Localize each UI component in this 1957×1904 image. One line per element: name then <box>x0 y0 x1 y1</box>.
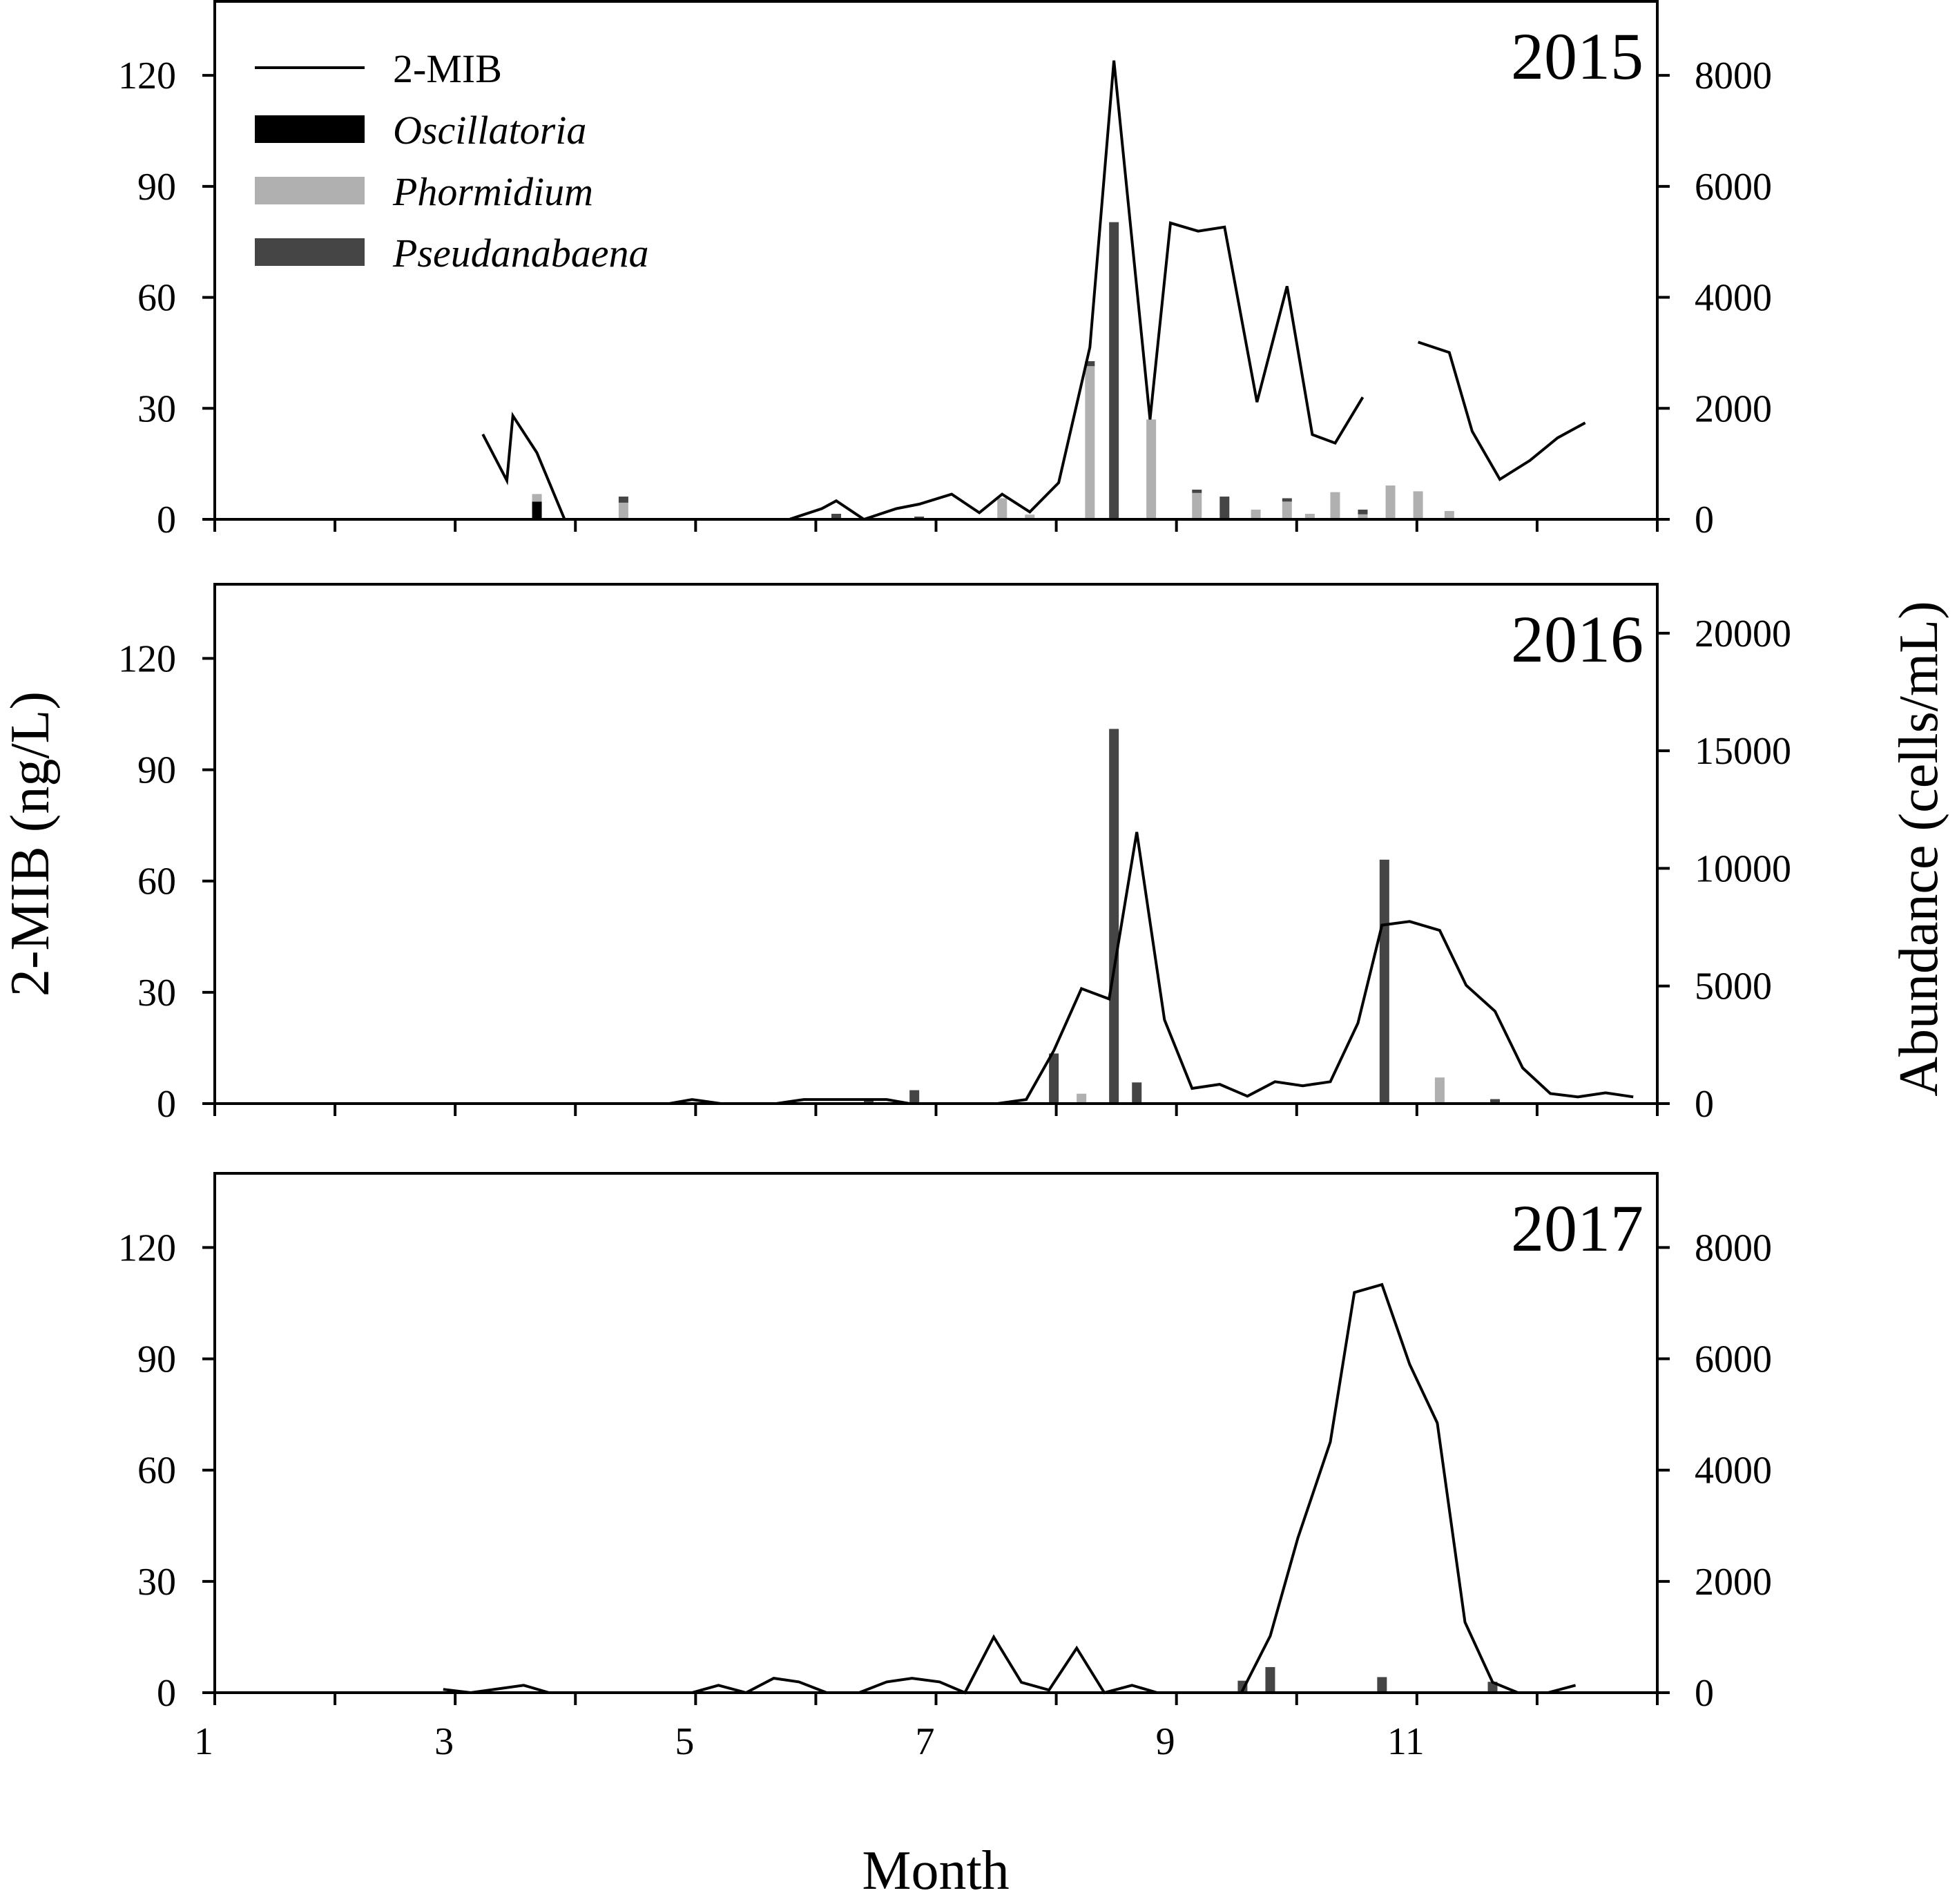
panel-2017: 0 30 60 90 120 0 2000 4000 6000 8000 2017 <box>118 1172 1772 1715</box>
x-tick-labels: 1 3 5 7 9 11 <box>194 1720 1425 1763</box>
legend-label: Phormidium <box>392 169 593 214</box>
bar-pseudanabaena <box>864 1099 874 1104</box>
bar-pseudanabaena <box>1219 497 1230 519</box>
year-label: 2016 <box>1511 602 1643 676</box>
bar-pseudanabaena <box>1109 222 1119 519</box>
left-tick-label: 30 <box>137 387 176 430</box>
right-tick-label: 10000 <box>1695 847 1791 890</box>
left-tick-label: 0 <box>157 1083 176 1126</box>
left-tick-label: 0 <box>157 499 176 541</box>
plot-frame <box>213 583 1659 1105</box>
bar-pseudanabaena <box>1282 498 1292 502</box>
left-tick-label: 30 <box>137 972 176 1014</box>
legend-label: 2-MIB <box>393 46 502 91</box>
mib-line <box>215 831 1634 1105</box>
bar-pseudanabaena <box>831 513 842 519</box>
plot-frame <box>213 1172 1659 1694</box>
bar-phormidium <box>1358 514 1368 519</box>
bar-pseudanabaena <box>1132 1082 1142 1104</box>
bar-pseudanabaena <box>1379 859 1389 1104</box>
bar-phormidium <box>618 502 628 519</box>
legend-swatch-phormidium <box>255 177 365 204</box>
bar-phormidium <box>1192 492 1202 519</box>
year-label: 2017 <box>1511 1191 1643 1265</box>
right-tick-label: 8000 <box>1695 1227 1772 1269</box>
bar-phormidium <box>1085 366 1095 519</box>
bar-phormidium <box>1444 510 1454 519</box>
year-label: 2015 <box>1511 19 1643 93</box>
bar-pseudanabaena <box>1490 1099 1500 1104</box>
left-tick-label: 90 <box>137 166 176 209</box>
legend-swatch-pseudanabaena <box>255 238 365 266</box>
right-tick-label: 0 <box>1695 1672 1714 1715</box>
bar-phormidium <box>1025 515 1035 519</box>
right-tick-label: 4000 <box>1695 277 1772 320</box>
right-tick-label: 2000 <box>1695 387 1772 430</box>
right-tick-label: 20000 <box>1695 613 1791 655</box>
bar-phormidium <box>1077 1093 1087 1104</box>
left-tick-label: 0 <box>157 1672 176 1715</box>
left-tick-label: 120 <box>118 1227 176 1269</box>
right-tick-label: 0 <box>1695 1083 1714 1126</box>
x-tick-label: 7 <box>916 1720 935 1763</box>
bar-phormidium <box>1146 419 1157 519</box>
left-tick-label: 30 <box>137 1561 176 1604</box>
bar-phormidium <box>1434 1077 1445 1104</box>
bar-pseudanabaena <box>618 497 628 503</box>
bar-pseudanabaena <box>1377 1677 1387 1693</box>
right-tick-label: 15000 <box>1695 730 1791 773</box>
bar-oscillatoria <box>532 501 542 519</box>
right-tick-label: 6000 <box>1695 166 1772 209</box>
left-tick-label: 120 <box>118 55 176 97</box>
x-tick-label: 1 <box>194 1720 213 1763</box>
mib-line <box>443 1282 1577 1695</box>
mib-line <box>1417 340 1586 481</box>
mib-line <box>481 60 1365 521</box>
bar-pseudanabaena <box>1265 1666 1275 1693</box>
x-tick-label: 11 <box>1387 1720 1425 1763</box>
legend-label: Oscillatoria <box>393 108 586 153</box>
x-tick-label: 5 <box>675 1720 694 1763</box>
bar-phormidium <box>1385 485 1396 519</box>
x-axis-title: Month <box>862 1840 1009 1901</box>
bar-pseudanabaena <box>1109 729 1119 1104</box>
bar-pseudanabaena <box>1192 490 1202 493</box>
legend-label: Pseudanabaena <box>392 231 649 276</box>
bar-phormidium <box>532 494 542 502</box>
x-tick-label: 9 <box>1156 1720 1175 1763</box>
legend-swatch-oscillatoria <box>255 115 365 143</box>
right-tick-label: 0 <box>1695 499 1714 541</box>
panel-2016: 0 30 60 90 120 0 5000 10000 15000 20000 2016 <box>118 583 1791 1126</box>
bar-pseudanabaena <box>909 1090 920 1104</box>
right-tick-label: 5000 <box>1695 965 1772 1008</box>
panels: 0306090120020004000600080002015030609012… <box>118 0 1791 1715</box>
bar-pseudanabaena <box>1085 360 1095 367</box>
bar-phormidium <box>1304 513 1315 519</box>
bar-pseudanabaena <box>914 516 925 519</box>
left-tick-label: 60 <box>137 860 176 903</box>
bar-pseudanabaena <box>1049 1053 1059 1104</box>
left-tick-label: 90 <box>137 749 176 792</box>
bar-phormidium <box>1282 501 1292 519</box>
bar-phormidium <box>997 498 1008 519</box>
left-tick-label: 120 <box>118 637 176 680</box>
left-tick-label: 90 <box>137 1338 176 1381</box>
bar-pseudanabaena <box>1358 509 1368 515</box>
right-tick-label: 4000 <box>1695 1450 1772 1492</box>
right-tick-label: 2000 <box>1695 1561 1772 1604</box>
bar-phormidium <box>1251 509 1261 519</box>
legend: 2-MIB Oscillatoria Phormidium Pseudanabaena <box>255 46 649 276</box>
right-tick-label: 8000 <box>1695 55 1772 97</box>
left-tick-label: 60 <box>137 277 176 320</box>
panel-2015: 0 30 60 90 120 0 2000 4000 6000 8000 2015 <box>118 0 1772 541</box>
right-axis-title: Abundance (cells/mL) <box>1889 601 1949 1097</box>
x-tick-label: 3 <box>434 1720 454 1763</box>
bar-phormidium <box>1330 492 1340 519</box>
left-tick-label: 60 <box>137 1450 176 1492</box>
bar-phormidium <box>1413 491 1423 519</box>
left-axis-title: 2-MIB (ng/L) <box>0 691 61 997</box>
right-tick-label: 6000 <box>1695 1338 1772 1381</box>
